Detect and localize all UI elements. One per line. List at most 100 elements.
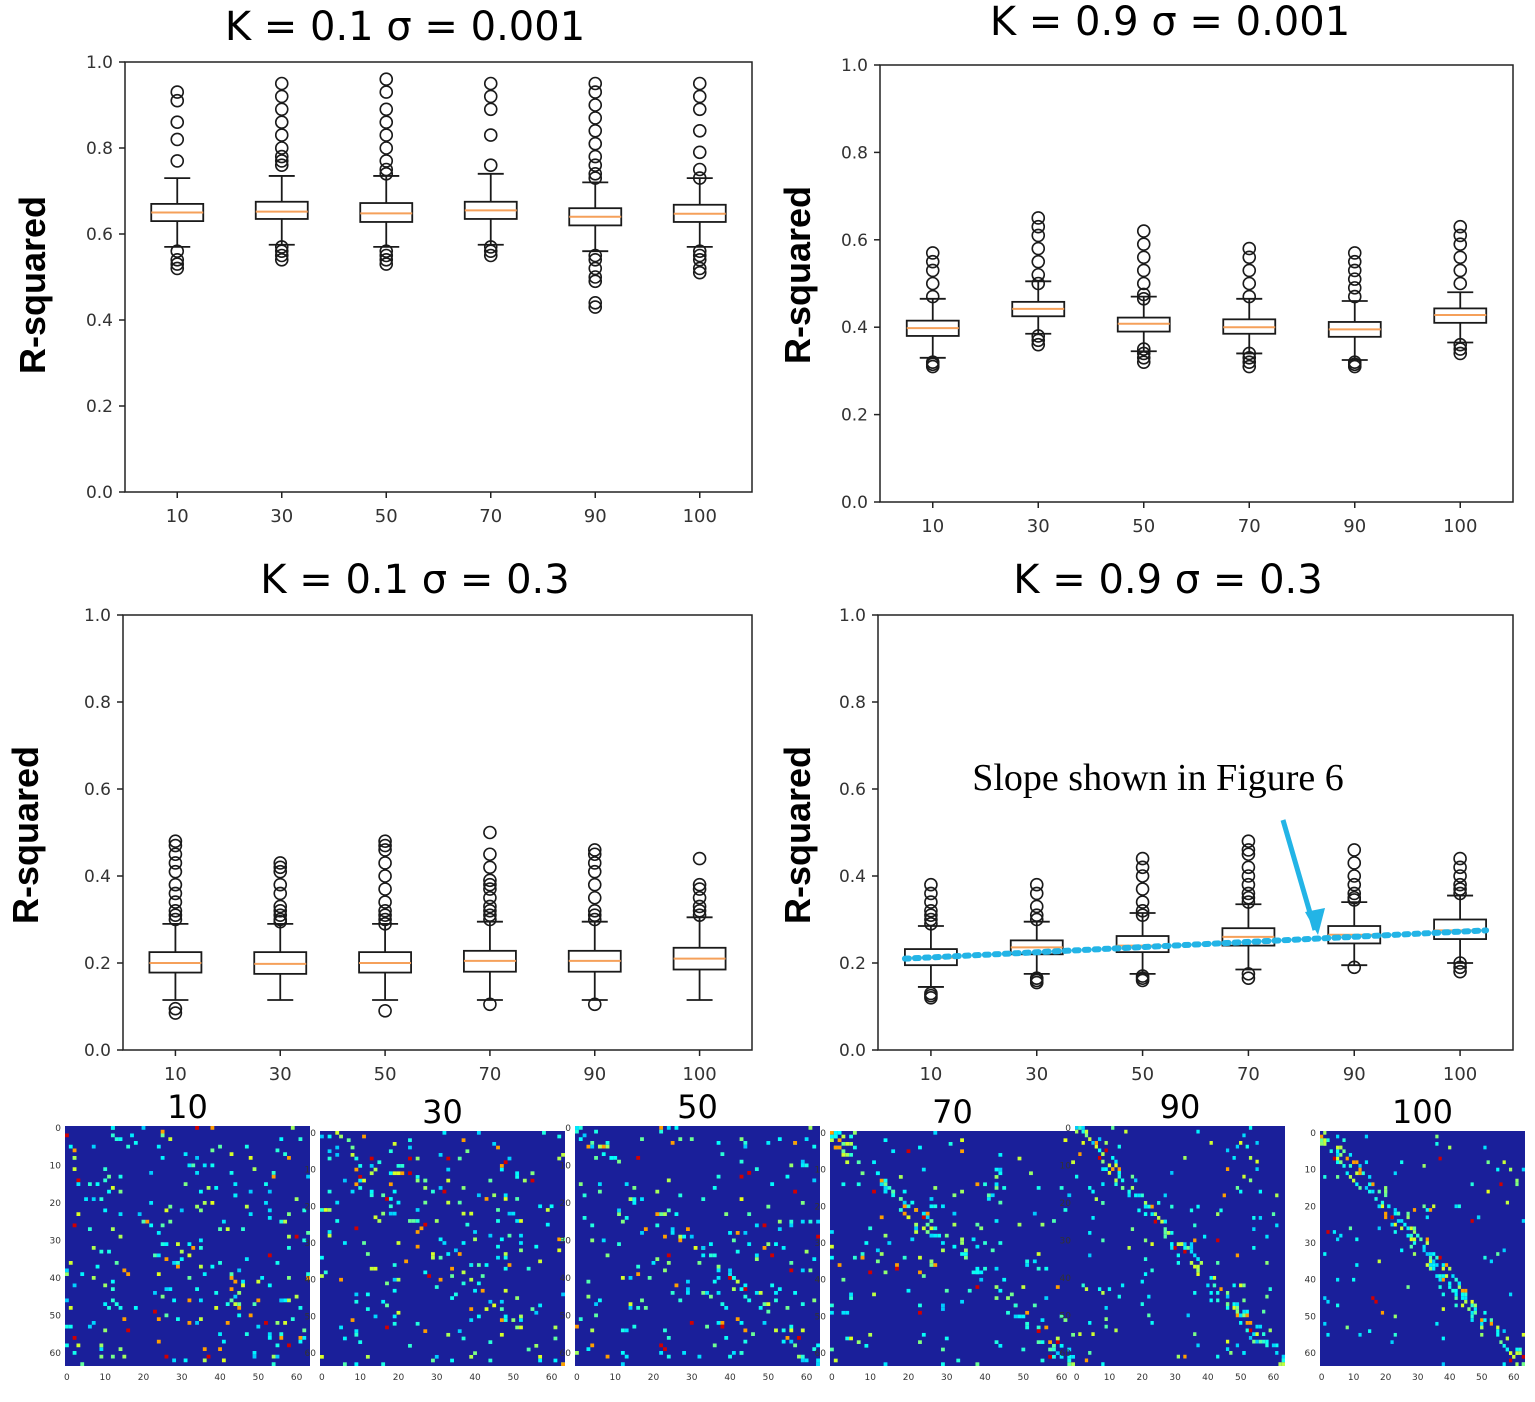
- heatmap-cell: [1425, 1252, 1429, 1256]
- heatmap-cell: [837, 1145, 842, 1150]
- heatmap-cell: [499, 1237, 504, 1242]
- heatmap-cell: [1422, 1204, 1426, 1209]
- heatmap-cell: [708, 1294, 713, 1299]
- heatmap-cell: [891, 1189, 896, 1194]
- heatmap-cell: [327, 1156, 332, 1161]
- heatmap-cell: [586, 1279, 591, 1284]
- heatmap-cell: [1163, 1227, 1167, 1231]
- heatmap-cell: [975, 1285, 980, 1289]
- outlier-point: [378, 912, 392, 927]
- heatmap-cell: [381, 1211, 386, 1216]
- heatmap-cell: [860, 1171, 865, 1176]
- heatmap-cell: [538, 1303, 543, 1308]
- heatmap-title: 30: [422, 1095, 463, 1131]
- heatmap-x-tick: 30: [176, 1373, 188, 1383]
- heatmap-cell: [781, 1328, 786, 1333]
- heatmap-cell: [578, 1126, 583, 1130]
- heatmap-cell: [933, 1204, 938, 1209]
- heatmap-cell: [183, 1182, 188, 1186]
- heatmap-cell: [450, 1358, 454, 1363]
- heatmap-cell: [229, 1287, 234, 1291]
- heatmap-cell: [187, 1253, 192, 1258]
- heatmap-cell: [952, 1244, 957, 1249]
- heatmap-cell: [1150, 1321, 1154, 1325]
- outlier-point: [1453, 956, 1467, 970]
- heatmap-cell: [670, 1291, 675, 1295]
- outlier-point: [379, 85, 394, 99]
- heatmap-cell: [1409, 1237, 1413, 1242]
- outlier-point: [1241, 886, 1256, 901]
- heatmap-cell: [575, 1129, 579, 1134]
- heatmap-cell: [1255, 1324, 1259, 1329]
- heatmap-cell: [990, 1193, 995, 1198]
- heatmap-cell: [339, 1325, 343, 1330]
- heatmap-cell: [883, 1178, 888, 1183]
- heatmap-cell: [156, 1339, 161, 1344]
- heatmap-cell: [1470, 1310, 1474, 1315]
- heatmap-cell: [1235, 1186, 1240, 1190]
- x-tick-label: 100: [683, 506, 717, 527]
- heatmap-cell: [388, 1149, 393, 1154]
- heatmap-cell: [1193, 1264, 1197, 1269]
- heatmap-cell: [233, 1294, 238, 1299]
- heatmap-y-tick: 10: [1060, 1161, 1072, 1171]
- heatmap-cell: [601, 1144, 606, 1149]
- heatmap-cell: [678, 1193, 683, 1198]
- heatmap-cell: [225, 1227, 230, 1231]
- heatmap-cell: [1393, 1222, 1397, 1227]
- heatmap-cell: [335, 1131, 340, 1135]
- heatmap-cell: [1225, 1347, 1230, 1351]
- heatmap-cell: [620, 1362, 625, 1366]
- heatmap-cell: [287, 1246, 291, 1250]
- heatmap-cell: [476, 1263, 481, 1267]
- heatmap-cell: [396, 1200, 401, 1205]
- outlier-point: [1453, 276, 1468, 291]
- heatmap-cell: [624, 1182, 629, 1186]
- box-100: [672, 76, 727, 280]
- heatmap-cell: [431, 1255, 435, 1260]
- outlier-point: [1135, 969, 1150, 983]
- heatmap-cell: [655, 1212, 660, 1216]
- heatmap-cell: [99, 1249, 104, 1254]
- outlier-point: [1347, 856, 1362, 870]
- heatmap-cell: [1196, 1204, 1200, 1209]
- heatmap-cell: [872, 1160, 876, 1165]
- heatmap-cell: [841, 1182, 846, 1187]
- heatmap-cell: [875, 1248, 880, 1253]
- heatmap-cell: [898, 1175, 903, 1179]
- heatmap-cell: [1345, 1325, 1349, 1330]
- heatmap-cell: [476, 1131, 481, 1135]
- heatmap-cell: [1097, 1137, 1102, 1141]
- heatmap-cell: [264, 1182, 268, 1186]
- heatmap-cell: [1371, 1296, 1375, 1300]
- heatmap-cell: [1242, 1309, 1246, 1314]
- heatmap-cell: [933, 1233, 938, 1238]
- outlier-point: [692, 890, 707, 905]
- heatmap-cell: [1157, 1216, 1161, 1220]
- heatmap-cell: [1052, 1347, 1056, 1352]
- outlier-point: [924, 986, 938, 1001]
- heatmap-cell: [1454, 1292, 1458, 1297]
- heatmap-cell: [575, 1126, 579, 1130]
- heatmap-cell: [895, 1266, 899, 1271]
- heatmap-cell: [369, 1156, 374, 1161]
- x-tick-label: 10: [921, 516, 944, 537]
- heatmap-cell: [636, 1272, 641, 1276]
- heatmap-cell: [438, 1277, 443, 1282]
- heatmap-cell: [983, 1266, 987, 1271]
- heatmap-cell: [620, 1219, 625, 1224]
- heatmap-cell: [1193, 1291, 1197, 1295]
- outlier-point: [1031, 228, 1046, 243]
- outlier-point: [588, 98, 603, 112]
- heatmap-cell: [1348, 1153, 1353, 1157]
- heatmap-cell: [538, 1204, 543, 1209]
- heatmap-cell: [538, 1259, 543, 1264]
- y-tick-label: 0.6: [84, 780, 111, 800]
- heatmap-cell: [1364, 1160, 1369, 1165]
- heatmap-cell: [747, 1171, 752, 1175]
- heatmap-cell: [770, 1182, 775, 1186]
- heatmap-cell: [411, 1219, 416, 1223]
- heatmap-cell: [473, 1230, 477, 1234]
- heatmap-cell: [1377, 1259, 1381, 1264]
- heatmap-cell: [1281, 1362, 1285, 1366]
